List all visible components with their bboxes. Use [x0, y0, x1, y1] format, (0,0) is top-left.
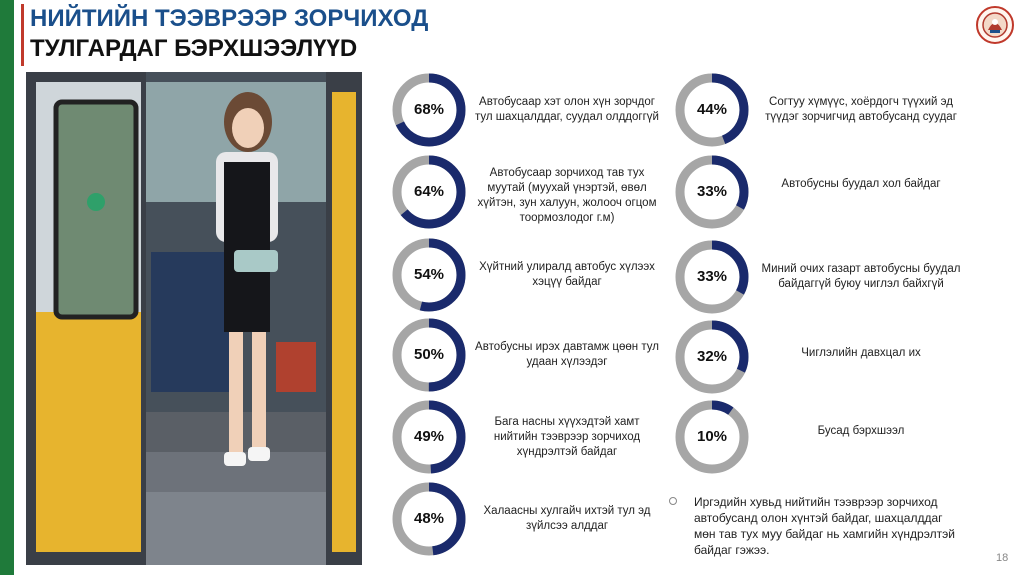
stat-percent: 54% [413, 266, 445, 283]
stat-description: Автобусны ирэх давтамж цөөн тул удаан хү… [475, 341, 659, 368]
summary-note: Иргэдийн хувьд нийтийн тээврээр зорчиход… [694, 495, 955, 557]
stat-percent: 68% [413, 101, 445, 118]
left-accent-bar [0, 0, 14, 575]
stat-description: Бусад бэрхшээл [817, 424, 905, 437]
stat-description: Халаасны хулгайч ихтэй тул эд зүйлсээ ал… [483, 505, 651, 532]
stat-item: 44% Согтуу хүмүүс, хоёрдогч түүхий эд тү… [675, 73, 975, 147]
emblem-icon [982, 12, 1008, 38]
stat-percent: 64% [413, 183, 445, 200]
stat-item: 33% Миний очих газарт автобусны буудал б… [675, 240, 975, 314]
donut-chart: 64% [392, 155, 466, 229]
emblem-logo [976, 6, 1014, 44]
stat-item: 49% Бага насны хүүхэдтэй хамт нийтийн тэ… [392, 400, 692, 474]
bus-door-photo [26, 72, 362, 565]
donut-chart: 33% [675, 155, 749, 229]
slide-title: НИЙТИЙН ТЭЭВРЭЭР ЗОРЧИХОД ТУЛГАРДАГ БЭРХ… [30, 4, 428, 64]
donut-chart: 49% [392, 400, 466, 474]
stat-description: Автобусаар зорчиход тав тух муутай (муух… [477, 167, 657, 224]
slide-title-line2: ТУЛГАРДАГ БЭРХШЭЭЛҮҮD [30, 35, 358, 62]
stat-percent: 49% [413, 428, 445, 445]
stat-description: Хүйтний улиралд автобус хүлээх хэцүү бай… [479, 261, 655, 288]
stat-percent: 44% [696, 101, 728, 118]
donut-chart: 50% [392, 318, 466, 392]
stat-item: 68% Автобусаар хэт олон хүн зорчдог тул … [392, 73, 692, 147]
stat-percent: 33% [696, 268, 728, 285]
page-number: 18 [996, 552, 1009, 564]
stat-percent: 50% [413, 346, 445, 363]
stat-description: Автобусны буудал хол байдаг [781, 177, 941, 190]
stat-item: 33% Автобусны буудал хол байдаг [675, 155, 975, 229]
donut-chart: 44% [675, 73, 749, 147]
stat-item: 48% Халаасны хулгайч ихтэй тул эд зүйлсэ… [392, 482, 692, 556]
donut-chart: 68% [392, 73, 466, 147]
stat-description: Миний очих газарт автобусны буудал байда… [761, 263, 961, 290]
stat-percent: 48% [413, 510, 445, 527]
donut-chart: 33% [675, 240, 749, 314]
stat-description: Автобусаар хэт олон хүн зорчдог тул шахц… [475, 96, 659, 123]
stat-item: 54% Хүйтний улиралд автобус хүлээх хэцүү… [392, 238, 692, 312]
donut-chart: 32% [675, 320, 749, 394]
donut-chart: 48% [392, 482, 466, 556]
stat-item: 32% Чиглэлийн давхцал их [675, 320, 975, 394]
stat-percent: 32% [696, 348, 728, 365]
slide-title-line1: НИЙТИЙН ТЭЭВРЭЭР ЗОРЧИХОД [30, 5, 429, 32]
donut-chart: 54% [392, 238, 466, 312]
stat-item: 50% Автобусны ирэх давтамж цөөн тул удаа… [392, 318, 692, 392]
stat-description: Бага насны хүүхэдтэй хамт нийтийн тээврэ… [493, 415, 641, 458]
stat-description: Согтуу хүмүүс, хоёрдогч түүхий эд түүдэг… [765, 96, 957, 123]
donut-chart: 10% [675, 400, 749, 474]
stat-item: 10% Бусад бэрхшээл [675, 400, 975, 474]
stat-item: 64% Автобусаар зорчиход тав тух муутай (… [392, 155, 692, 229]
title-accent-rule [21, 4, 24, 66]
note-bullet-icon [669, 497, 677, 505]
stat-percent: 10% [696, 428, 728, 445]
woman-exiting-bus-image [26, 72, 362, 565]
stat-percent: 33% [696, 183, 728, 200]
stat-description: Чиглэлийн давхцал их [801, 346, 921, 359]
